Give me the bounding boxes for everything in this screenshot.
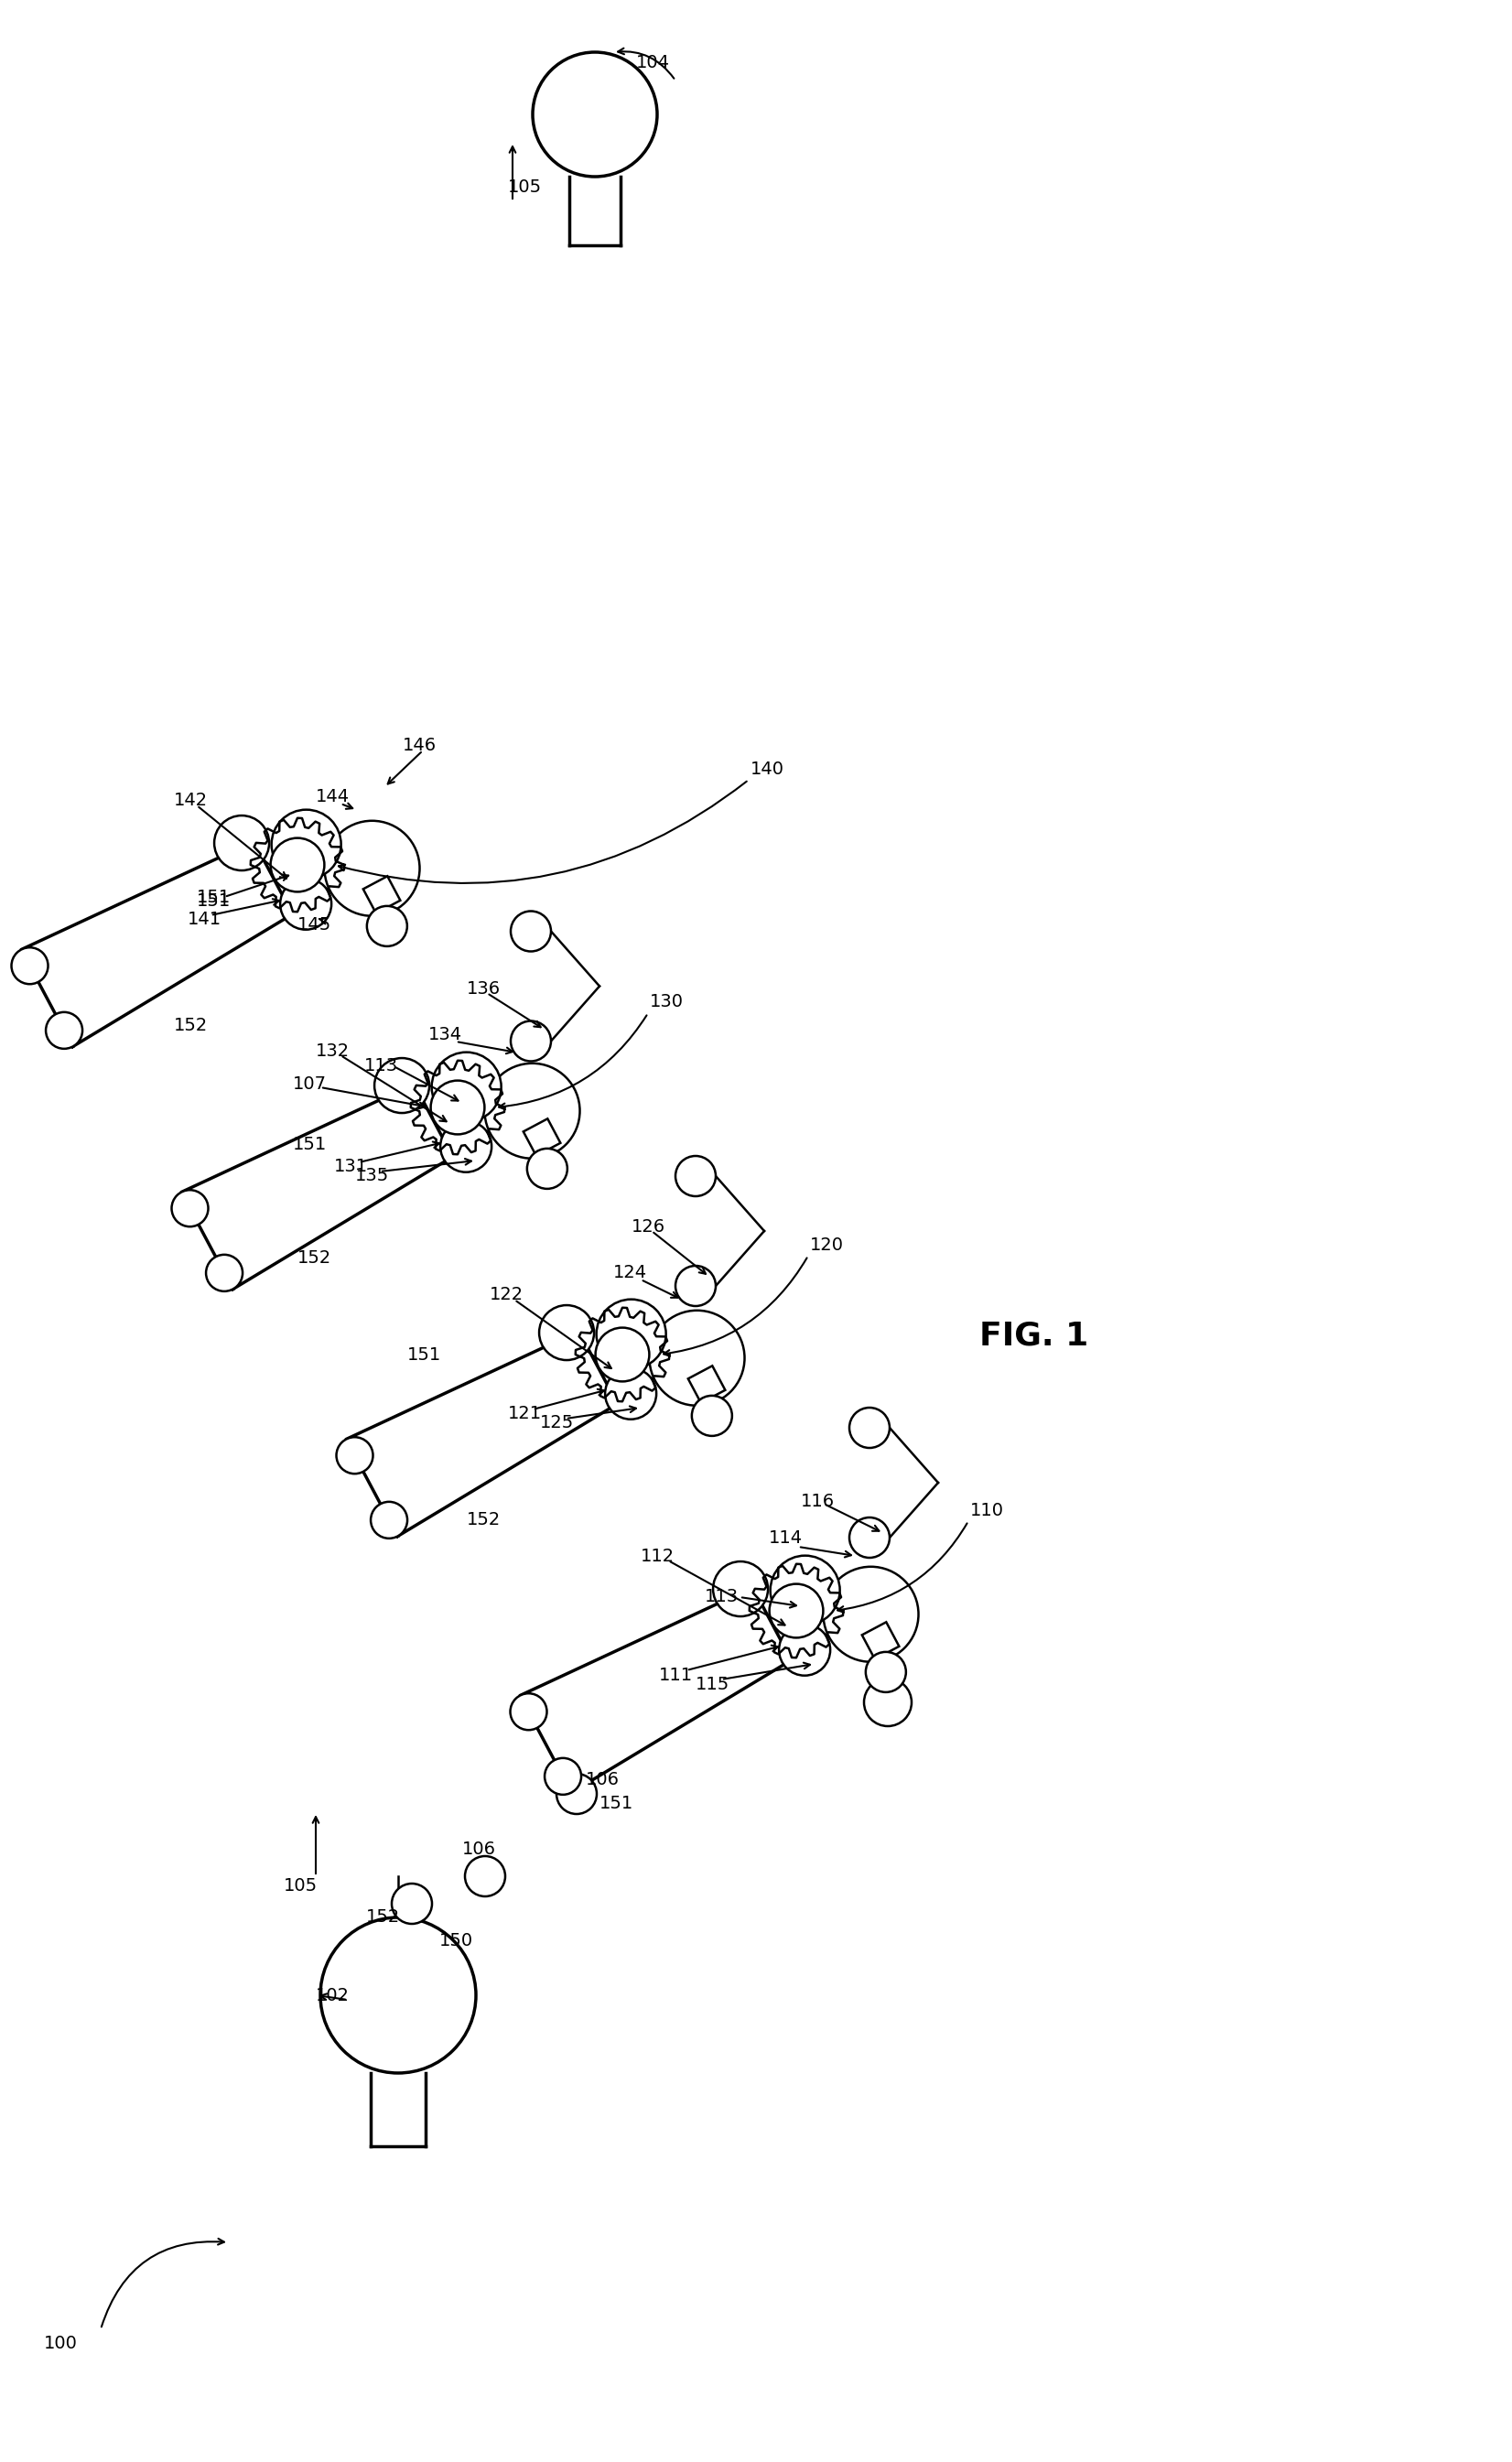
Bar xyxy=(363,876,401,913)
Circle shape xyxy=(866,1652,906,1691)
Text: 151: 151 xyxy=(197,894,231,911)
Text: 106: 106 xyxy=(585,1773,620,1790)
Bar xyxy=(688,1366,726,1403)
Text: 104: 104 xyxy=(637,54,670,71)
Text: 135: 135 xyxy=(355,1167,389,1184)
Text: 100: 100 xyxy=(44,2334,77,2351)
Circle shape xyxy=(440,1120,491,1172)
Circle shape xyxy=(850,1408,889,1448)
Circle shape xyxy=(392,1883,432,1923)
Text: 106: 106 xyxy=(463,1839,496,1856)
Circle shape xyxy=(850,1517,889,1558)
Text: 142: 142 xyxy=(174,793,207,810)
Circle shape xyxy=(172,1189,209,1226)
Circle shape xyxy=(485,1064,579,1160)
Circle shape xyxy=(215,815,269,872)
Circle shape xyxy=(367,906,407,945)
Circle shape xyxy=(556,1773,597,1814)
Bar xyxy=(523,1118,561,1155)
Text: 110: 110 xyxy=(971,1502,1004,1519)
Text: 131: 131 xyxy=(334,1157,367,1177)
Circle shape xyxy=(510,1694,547,1731)
Text: 114: 114 xyxy=(768,1529,803,1546)
Circle shape xyxy=(206,1256,242,1290)
Circle shape xyxy=(336,1438,373,1475)
Text: FIG. 1: FIG. 1 xyxy=(980,1320,1089,1352)
Polygon shape xyxy=(181,1083,452,1290)
Circle shape xyxy=(280,879,331,931)
Circle shape xyxy=(431,1051,502,1123)
Bar xyxy=(862,1622,900,1659)
Text: 105: 105 xyxy=(508,180,541,197)
Circle shape xyxy=(370,1502,407,1539)
Text: 151: 151 xyxy=(407,1347,442,1364)
Circle shape xyxy=(676,1157,715,1197)
Text: 113: 113 xyxy=(364,1059,398,1076)
Text: 151: 151 xyxy=(599,1795,634,1812)
Circle shape xyxy=(45,1012,83,1049)
Circle shape xyxy=(325,820,420,916)
Text: 132: 132 xyxy=(316,1041,349,1059)
Circle shape xyxy=(540,1305,594,1359)
Text: 113: 113 xyxy=(705,1588,739,1605)
Text: 141: 141 xyxy=(187,911,222,928)
Circle shape xyxy=(596,1327,649,1381)
Circle shape xyxy=(544,1758,581,1795)
Text: 144: 144 xyxy=(316,788,349,805)
Circle shape xyxy=(12,948,48,985)
Text: 152: 152 xyxy=(174,1017,209,1034)
Circle shape xyxy=(375,1059,429,1113)
Text: 152: 152 xyxy=(467,1512,500,1529)
Text: 116: 116 xyxy=(801,1492,835,1509)
Text: 130: 130 xyxy=(650,995,683,1012)
Circle shape xyxy=(779,1625,830,1677)
Circle shape xyxy=(511,1022,550,1061)
Circle shape xyxy=(863,1679,912,1726)
Text: 112: 112 xyxy=(641,1546,674,1566)
Text: 105: 105 xyxy=(284,1876,318,1893)
Text: 124: 124 xyxy=(614,1263,647,1280)
Circle shape xyxy=(528,1150,567,1189)
Text: 126: 126 xyxy=(632,1219,665,1236)
Circle shape xyxy=(511,911,550,950)
Circle shape xyxy=(596,1300,665,1369)
Circle shape xyxy=(321,1918,476,2073)
Circle shape xyxy=(770,1583,823,1637)
Text: 151: 151 xyxy=(197,889,231,906)
Circle shape xyxy=(466,1856,505,1896)
Circle shape xyxy=(692,1396,732,1435)
Text: 152: 152 xyxy=(298,1251,331,1268)
Text: 121: 121 xyxy=(508,1406,541,1423)
Text: 151: 151 xyxy=(293,1135,327,1152)
Circle shape xyxy=(770,1556,839,1625)
Polygon shape xyxy=(21,842,292,1046)
Text: 111: 111 xyxy=(659,1667,692,1684)
Circle shape xyxy=(532,52,658,177)
Text: 152: 152 xyxy=(366,1908,401,1925)
Circle shape xyxy=(605,1369,656,1418)
Text: 145: 145 xyxy=(298,916,331,933)
Text: 120: 120 xyxy=(810,1236,844,1253)
Polygon shape xyxy=(520,1588,791,1792)
Circle shape xyxy=(272,810,342,879)
Text: 134: 134 xyxy=(428,1027,463,1044)
Text: 122: 122 xyxy=(490,1285,523,1305)
Circle shape xyxy=(823,1566,918,1662)
Circle shape xyxy=(431,1081,484,1135)
Text: 107: 107 xyxy=(293,1076,327,1093)
Circle shape xyxy=(271,837,325,891)
Circle shape xyxy=(714,1561,768,1618)
Text: 146: 146 xyxy=(402,736,437,756)
Circle shape xyxy=(649,1310,744,1406)
Text: 136: 136 xyxy=(467,980,500,997)
Text: 150: 150 xyxy=(440,1933,473,1950)
Text: 140: 140 xyxy=(750,761,785,778)
Circle shape xyxy=(676,1265,715,1305)
Polygon shape xyxy=(346,1332,617,1536)
Text: 125: 125 xyxy=(540,1416,575,1433)
Text: 115: 115 xyxy=(696,1674,730,1694)
Text: 102: 102 xyxy=(316,1987,349,2004)
